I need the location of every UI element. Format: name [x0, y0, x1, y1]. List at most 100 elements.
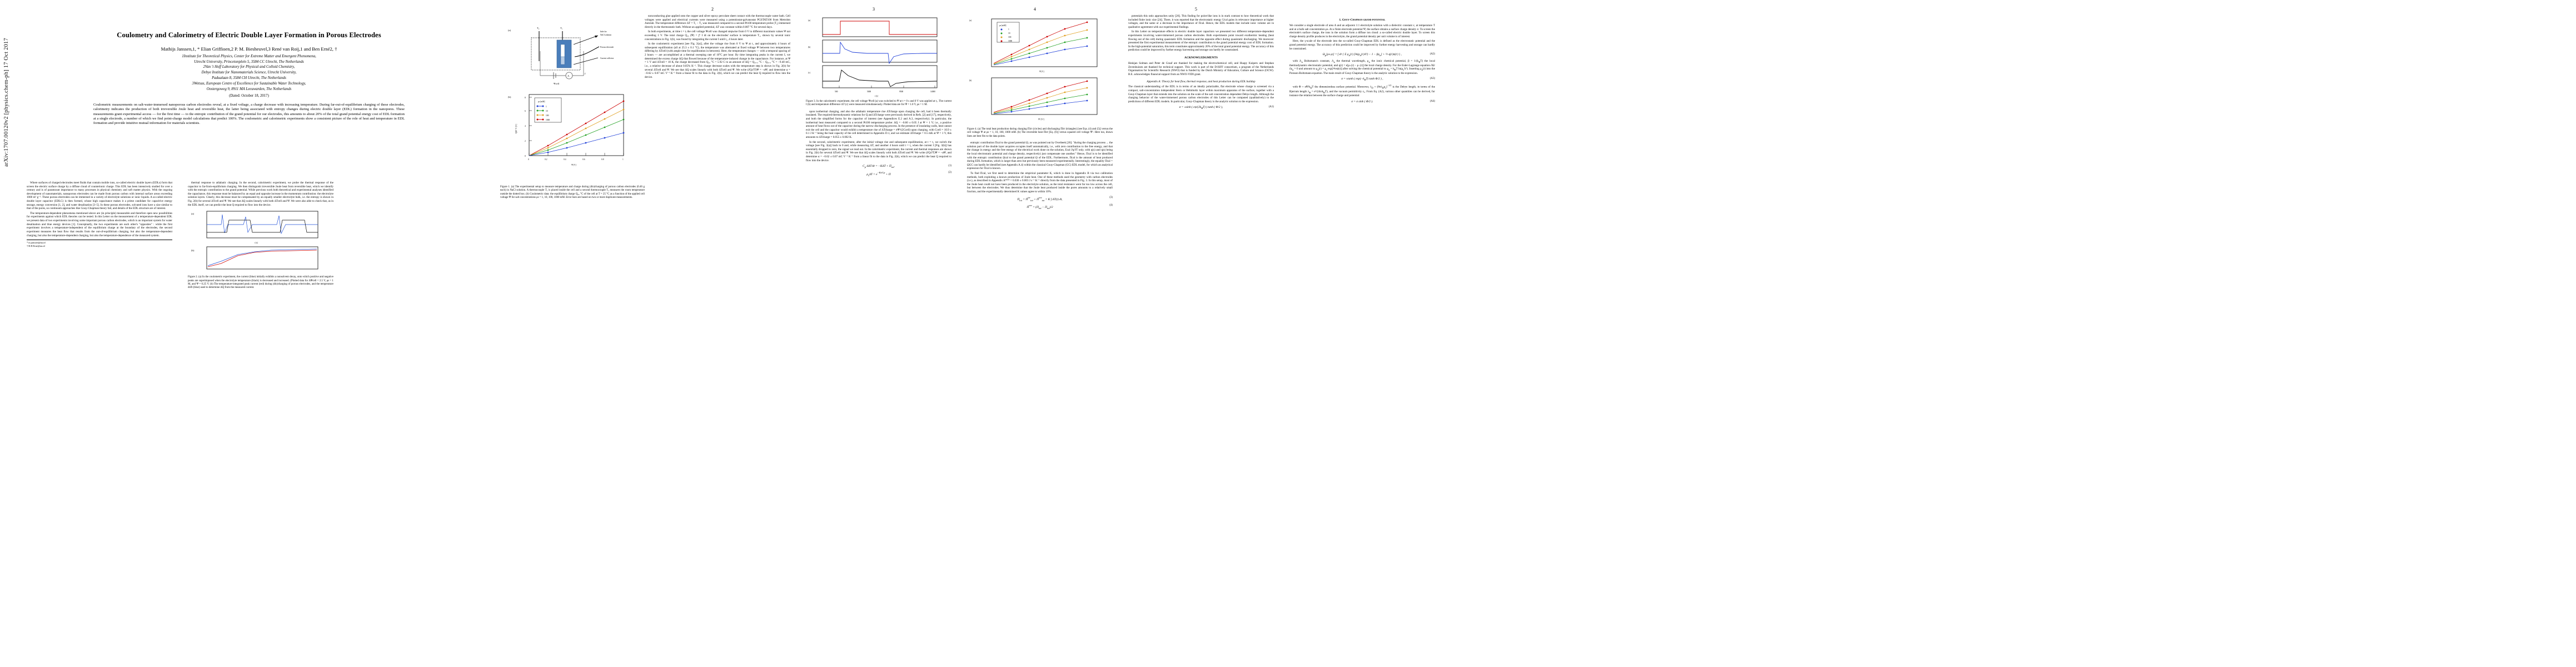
gouy-chapman-heading: 1. Gouy-Chapman grand potential: [1339, 18, 1386, 22]
fig1-legend-10: 10: [546, 110, 548, 112]
paragraph: In this Letter on temperature effects in…: [1128, 30, 1274, 52]
equation-1: Cp dΔT/dt = −KΔT + Πtot, (1): [863, 165, 951, 169]
fig3-xtick-3: 14000: [930, 91, 935, 93]
figure-3: (a) (b) (c) 500 5000 9500 14000: [806, 14, 951, 107]
fig4-legend-10: 10: [1008, 32, 1010, 34]
fig1-ytick-4: 4: [525, 125, 526, 127]
fig1-legend-1000: 1000: [546, 119, 550, 121]
paragraph: In the coulometric experiment [see Fig. …: [645, 42, 790, 79]
fig4-panel-a: (a): [969, 19, 972, 22]
column-5: 4 (a) ρs [mM] 1 10 100 1000: [967, 7, 1113, 654]
footnote-block: * m.janssen@uu.nl † B.H.Erne@uu.nl: [27, 240, 172, 247]
paragraph: The temperature-dependent phenomena ment…: [27, 211, 172, 237]
page-number-2: 2: [711, 7, 714, 12]
author-list: Mathijs Janssen,1, * Elian Griffioen,2 P…: [161, 46, 337, 52]
equation-a2: Ωp[ρ±,ψ] = ∫ dr { Σ ρα(r) [ln(ρα(r)Λ³) −…: [1323, 53, 1435, 57]
column-4: 3 (a) (b) (c) 500 5000: [806, 7, 951, 654]
equation-a4: σ = σ sinh ( Φ/2 ). (A4): [1351, 99, 1435, 103]
fig1-ytick-0: 0: [525, 155, 526, 157]
fig1-xtick-1: 1: [622, 158, 624, 161]
fig3-panel-b: (b): [808, 46, 811, 48]
paragraph: To find Πcal, we first need to determine…: [967, 172, 1113, 194]
affiliation-1: 1Institute for Theoretical Physics, Cent…: [182, 54, 316, 58]
equation-3: Πtot = Πirrtot + Πrevtot = K ∫ ΔT(t) dt,…: [1017, 196, 1113, 202]
fig1-xtick-02: 0.2: [545, 158, 547, 161]
page-number-3: 3: [873, 7, 875, 12]
paragraph: thermal response to adiabatic charging. …: [188, 181, 333, 207]
figure-1: (a) T₂ T₁ A I Ψcell Inlet for: [500, 17, 645, 203]
figure-2-caption: Figure 2. (a) In the coulometric experim…: [188, 276, 333, 290]
fig4-legend-100: 100: [1008, 36, 1012, 38]
fig1-psi-cell-label: Ψcell: [554, 82, 560, 85]
fig3-panel-c: (c): [808, 72, 811, 74]
figure-1-graphic: (a) T₂ T₁ A I Ψcell Inlet for: [508, 27, 625, 166]
title-column: Coulometry and Calorimetry of Electric D…: [27, 14, 471, 654]
page-title: Coulometry and Calorimetry of Electric D…: [117, 31, 381, 39]
figure-3-plot: (a) (b) (c) 500 5000 9500 14000: [808, 17, 938, 97]
paragraph: with Λα Boltzmann's constant, Λα the the…: [1289, 59, 1435, 75]
col4-body: upon isothermal charging, and also the a…: [806, 110, 951, 177]
fig1-ylabel: Q25 °C [C]: [515, 124, 517, 133]
column-7: 1. Gouy-Chapman grand potential We consi…: [1289, 14, 1435, 654]
fig3-panel-a: (a): [808, 19, 811, 22]
fig1-panel-b-label: (b): [508, 96, 511, 98]
col3-body: nonconducting glue applied onto the copp…: [645, 14, 790, 79]
page-number-5: 5: [1195, 7, 1197, 12]
paragraph: We consider a single electrode of area A…: [1289, 24, 1435, 38]
fig3-xtick-2: 9500: [899, 91, 903, 93]
col5-body: entropic contribution Πcal to the grand …: [967, 141, 1113, 210]
fig4-legend-1000: 1000: [1008, 40, 1012, 42]
paragraph: with Φ = eΨ/kBT the dimensionless surfac…: [1289, 84, 1435, 98]
paragraph: Here, the γ-scale of the electrode into …: [1289, 39, 1435, 51]
fig1-callout-electrode: Porous electrode: [600, 46, 614, 48]
affiliation-2: 2Van 't Hoff Laboratory for Physical and…: [203, 65, 295, 69]
paragraph: Heskjan Solman and Peter de Graaf are th…: [1128, 62, 1274, 76]
fig1-T2-label: T₂: [537, 27, 540, 29]
fig1-xlabel: Ψ [V]: [571, 164, 576, 166]
figure-2: (a) t [s] (b) Figure 2. (a) In the coulo…: [188, 208, 333, 290]
fig1-legend-100: 100: [546, 115, 549, 117]
panel-label-b: (b): [191, 249, 195, 252]
affiliation-1b: Utrecht University, Princetonplein 5, 35…: [194, 59, 304, 64]
fig1-ytick-8: 8: [525, 97, 526, 99]
fig1-xtick-06: 0.6: [582, 158, 585, 161]
col6-body: potentials this ratio approaches unity […: [1128, 14, 1274, 110]
affiliation-3: 3Wetsus, European Centre of Excellence f…: [192, 81, 306, 86]
fig1-callout-inlet2: NaCl solution: [600, 34, 611, 36]
fig1-xtick-04: 0.4: [564, 158, 566, 161]
fig4-panel-b: (b): [969, 79, 972, 82]
column-6: 5 potentials this ratio approaches unity…: [1128, 7, 1274, 654]
figure-2-plot: (a) t [s] (b): [191, 211, 318, 270]
figure-4-caption: Figure 4. (a) The total heat production …: [967, 128, 1113, 138]
fig1-callout-collector: Current collector: [600, 57, 614, 59]
appendix-a-heading: Appendix A: Theory for heat flow, therma…: [1147, 79, 1255, 83]
equation-a3: σ = ±tanh ( exp(−kBT) tanh Φ/2 ) , (A3): [1341, 77, 1435, 82]
paper-date: (Dated: October 18, 2017): [229, 93, 269, 98]
fig1-current-label: I: [584, 72, 586, 75]
figure-1-caption: Figure 1. (a) The experimental setup to …: [500, 186, 645, 200]
fig4-legend-1: 1: [1008, 28, 1009, 31]
affiliation-2b: Debye Institute for Nanomaterials Scienc…: [201, 71, 297, 75]
col1a-body: Where surfaces of charged electrodes mee…: [27, 181, 172, 247]
fig1-legend-1: 1: [546, 106, 547, 108]
fig4-xlabel-a: Ψ [V]: [1039, 71, 1044, 73]
fig1-legend-title: ρs [mM]: [538, 101, 545, 103]
equation-a1: σ = ±sinh ( eψ/(2kBT) ) tanh ( Φ/2 ), (A…: [1179, 106, 1274, 110]
fig1-callout-inlet: Inlet for: [600, 31, 607, 33]
page-number-4: 4: [1034, 7, 1036, 12]
equation-4: Πrev = (Πtot − Πtot)/2 (4): [1027, 204, 1113, 210]
figure-3-caption: Figure 3. In the calorimetric experiment…: [806, 100, 951, 107]
col1b-body: thermal response to adiabatic charging. …: [188, 181, 333, 293]
fig1-ammeter-label: A: [567, 74, 570, 77]
figure-4-plot: (a) ρs [mM] 1 10 100 1000 Ψ [V]: [969, 18, 1098, 121]
paragraph: In both experiments, at time t = tᵢ the …: [645, 30, 790, 41]
acknowledgments-heading: ACKNOWLEDGMENTS: [1184, 56, 1218, 60]
arxiv-stamp: arXiv:1707.00120v2 [physics.chem-ph] 17 …: [3, 38, 9, 167]
title-block: Coulometry and Calorimetry of Electric D…: [27, 31, 471, 126]
abstract: Coulometric measurements on salt-water-i…: [93, 102, 405, 126]
fig4-legend-title: ρs [mM]: [999, 24, 1006, 27]
col7-body: 1. Gouy-Chapman grand potential We consi…: [1289, 18, 1435, 104]
fig3-xlabel: t [s]: [875, 95, 878, 97]
fig1-ytick-6: 6: [525, 110, 526, 112]
